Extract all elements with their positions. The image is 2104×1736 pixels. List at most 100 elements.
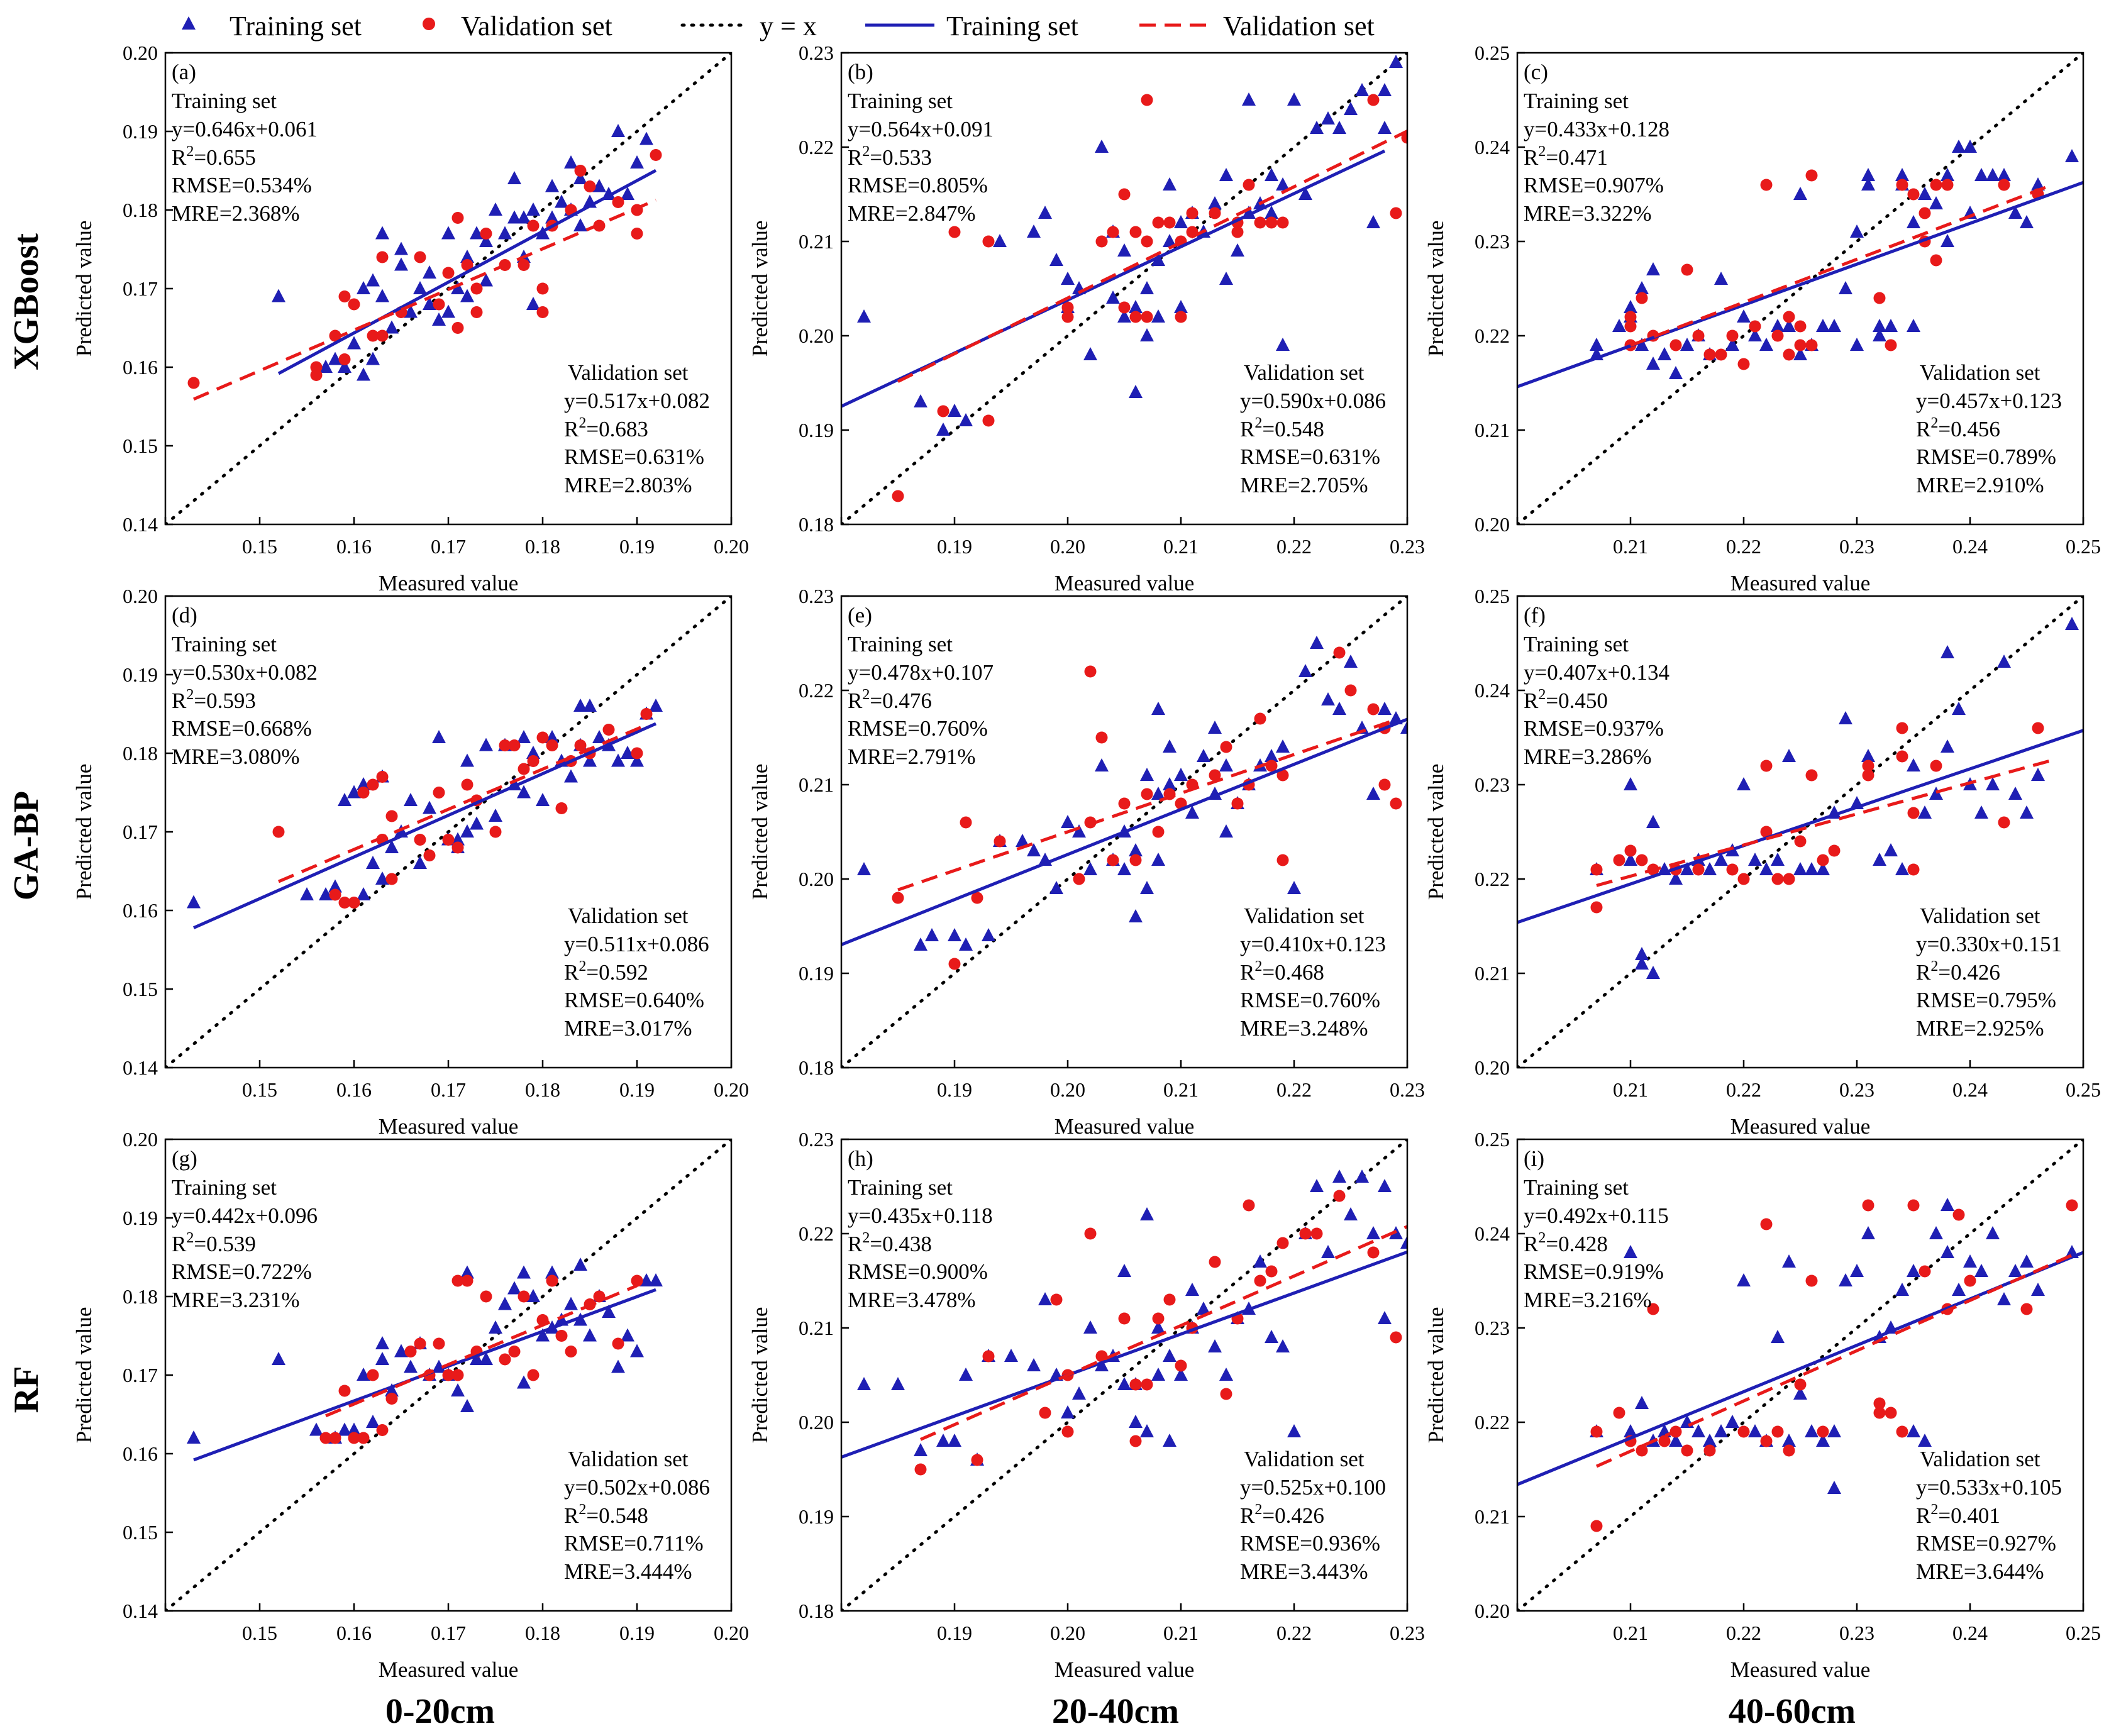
training-point — [517, 730, 531, 743]
training-point — [2065, 149, 2079, 162]
training-point — [470, 226, 484, 240]
training-point — [1850, 1264, 1864, 1277]
training-point — [1366, 1226, 1380, 1239]
training-point — [1219, 272, 1233, 285]
validation-point — [451, 212, 464, 224]
training-point — [1151, 853, 1165, 866]
training-point — [1793, 347, 1807, 360]
panel-letter: (b) — [848, 60, 873, 84]
validation-point — [1254, 1274, 1266, 1287]
y-tick-label: 0.20 — [123, 1128, 158, 1151]
training-point — [1941, 739, 1954, 753]
validation-point — [1050, 1293, 1063, 1306]
training-point — [573, 218, 587, 231]
training-point — [394, 257, 408, 271]
validation-rmse: RMSE=0.789% — [1916, 445, 2056, 469]
validation-fit-line — [193, 198, 656, 401]
validation-fit-line — [1596, 759, 2050, 887]
column-label-0-20cm: 0-20cm — [385, 1692, 495, 1731]
training-point — [357, 367, 370, 381]
training-point — [1332, 1169, 1346, 1183]
training-point — [375, 1352, 389, 1365]
training-point — [555, 194, 568, 208]
validation-point — [1590, 901, 1603, 914]
training-point — [1151, 702, 1165, 715]
validation-point — [404, 1346, 417, 1357]
training-point — [413, 281, 427, 294]
validation-point — [1209, 1256, 1221, 1268]
validation-point — [1805, 339, 1818, 351]
training-point — [1827, 1481, 1841, 1494]
training-point — [1129, 300, 1143, 313]
validation-point — [1243, 179, 1255, 191]
training-point — [1941, 1198, 1954, 1211]
y-tick-label: 0.19 — [799, 419, 834, 441]
y-tick-label: 0.20 — [1475, 1600, 1510, 1622]
y-axis-label: Predicted value — [748, 221, 772, 357]
validation-header: Validation set — [568, 1447, 689, 1471]
r2-superscript: 2 — [1538, 143, 1546, 160]
panel-i: 0.20 0.21 0.21 0.22 0.22 0.23 0.23 0.24 0.24 0.25… — [1424, 1128, 2101, 1682]
validation-point — [584, 180, 596, 192]
x-tick-label: 0.24 — [1952, 1078, 1988, 1101]
x-tick-label: 0.19 — [619, 1622, 655, 1644]
validation-point — [1873, 1397, 1886, 1410]
validation-point — [1152, 216, 1165, 229]
identity-line — [165, 596, 731, 1068]
r2-value: =0.655 — [194, 145, 256, 170]
axes-frame — [1516, 1138, 2085, 1612]
validation-point — [1084, 665, 1097, 678]
validation-point — [892, 490, 904, 502]
x-tick-label: 0.22 — [1726, 1078, 1761, 1101]
x-tick-label: 0.19 — [937, 1622, 972, 1644]
training-fit-line — [192, 722, 657, 929]
plot-area — [165, 1139, 731, 1611]
validation-point — [376, 329, 389, 342]
x-axis-label: Measured value — [1730, 1114, 1871, 1139]
training-point — [1027, 224, 1041, 238]
validation-point — [376, 1424, 389, 1436]
x-tick-label: 0.20 — [714, 1622, 749, 1644]
training-header: Training set — [172, 89, 277, 113]
training-fit-line — [841, 1250, 1407, 1459]
training-point — [1140, 881, 1154, 894]
training-point — [385, 840, 399, 853]
training-point — [1703, 862, 1717, 875]
training-point — [423, 297, 436, 310]
r2-symbol: R — [848, 145, 863, 170]
training-point — [1941, 645, 1954, 658]
validation-point — [1964, 1274, 1976, 1287]
y-axis-label: Predicted value — [1424, 221, 1448, 357]
training-point — [1163, 739, 1177, 753]
y-tick-label: 0.21 — [799, 1317, 834, 1339]
training-header: Training set — [1524, 632, 1629, 656]
x-tick-label: 0.21 — [1613, 1622, 1648, 1644]
validation-point — [480, 1290, 492, 1303]
training-point — [1793, 187, 1807, 200]
validation-point — [536, 306, 549, 318]
training-point — [1997, 168, 2011, 181]
panel-letter: (h) — [848, 1146, 873, 1171]
training-point — [1095, 1358, 1109, 1371]
validation-point — [640, 708, 653, 720]
r2-value: =0.471 — [1546, 145, 1608, 170]
training-point — [1355, 83, 1369, 96]
x-tick-label: 0.16 — [336, 535, 372, 558]
validation-point — [442, 1369, 455, 1381]
training-point — [1793, 1386, 1807, 1400]
training-point — [1884, 843, 1898, 856]
training-rmse: RMSE=0.534% — [172, 173, 312, 197]
validation-point — [593, 1290, 606, 1303]
legend-label-validation-marker: Validation set — [461, 11, 612, 41]
validation-point — [1771, 1425, 1784, 1438]
training-point — [1929, 196, 1943, 209]
identity-line — [1517, 1139, 2083, 1611]
training-equation: y=0.564x+0.091 — [848, 117, 994, 141]
validation-point — [1333, 646, 1346, 659]
validation-point — [1310, 1227, 1323, 1240]
validation-point — [1873, 1407, 1886, 1419]
validation-point — [461, 1274, 473, 1287]
y-axis-label: Predicted value — [72, 221, 96, 357]
r2-symbol: R — [172, 145, 187, 170]
training-point — [1265, 749, 1278, 762]
